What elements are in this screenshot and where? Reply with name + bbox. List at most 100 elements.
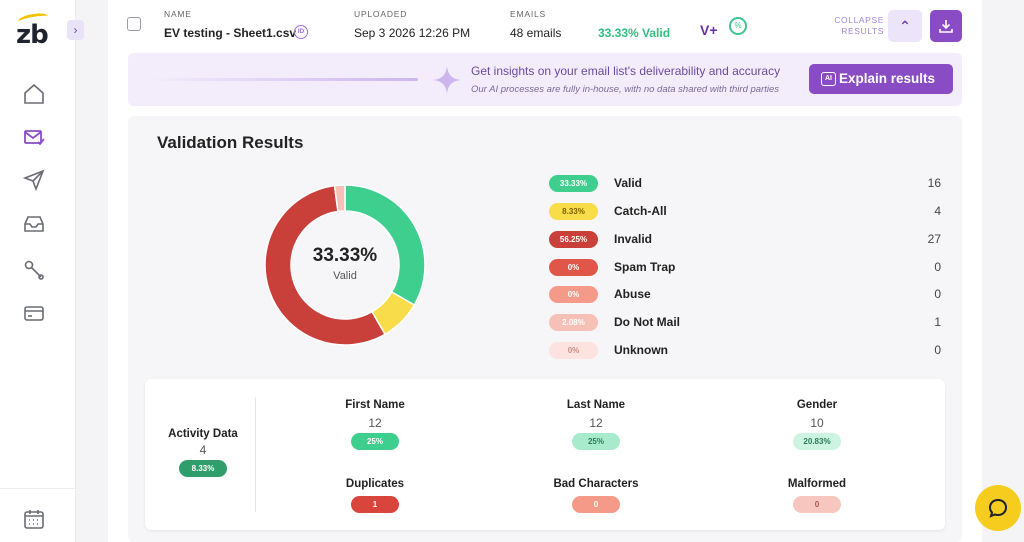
activity-stat-value: 12	[368, 416, 382, 430]
activity-stat-value: 12	[589, 416, 603, 430]
legend-category-name: Do Not Mail	[614, 315, 680, 329]
ai-insights-bar: Get insights on your email list's delive…	[128, 53, 962, 106]
chat-icon	[988, 498, 1008, 518]
mail-check-icon[interactable]	[22, 125, 46, 149]
activity-data-card: Activity Data 4 8.33% First Name 12 25% Las…	[145, 379, 945, 530]
legend-category-name: Invalid	[614, 232, 653, 246]
activity-data-label: Activity Data	[168, 428, 238, 440]
file-name: EV testing - Sheet1.csv	[164, 26, 297, 40]
legend-category-name: Spam Trap	[614, 260, 676, 274]
activity-stat-name: Malformed	[787, 478, 847, 490]
activity-data-value: 4	[199, 443, 207, 457]
legend-category-name: Catch-All	[614, 204, 667, 218]
calendar-icon[interactable]	[22, 507, 46, 531]
activity-data-pill: 8.33%	[179, 460, 227, 477]
legend-category-name: Abuse	[614, 287, 651, 301]
legend-row: 56.25% Invalid 27	[549, 229, 949, 249]
legend-count: 27	[927, 232, 941, 246]
donut-center-percentage: 33.33%	[312, 245, 378, 266]
sparkle-icon	[433, 66, 461, 94]
insights-subtext: Our AI processes are fully in-house, wit…	[471, 84, 780, 95]
legend-percentage-pill: 0%	[549, 286, 598, 303]
emails-column-label: EMAILS	[510, 9, 546, 19]
legend-count: 0	[934, 260, 941, 274]
legend-count: 1	[934, 315, 941, 329]
legend-row: 8.33% Catch-All 4	[549, 201, 949, 221]
legend-row: 0% Abuse 0	[549, 284, 949, 304]
activity-stat-name: Last Name	[566, 399, 626, 411]
activity-stat: Duplicates 1	[305, 478, 445, 513]
uploaded-date: Sep 3 2026 12:26 PM	[354, 26, 471, 40]
activity-stat-name: Duplicates	[345, 478, 405, 490]
main-content: NAME EV testing - Sheet1.csv ID UPLOADED…	[108, 0, 982, 542]
credit-card-icon[interactable]	[22, 301, 46, 325]
legend-count: 4	[934, 204, 941, 218]
percent-badge-icon[interactable]: %	[729, 17, 747, 35]
legend-count: 16	[927, 176, 941, 190]
explain-results-label: Explain results	[839, 71, 936, 86]
file-id-badge[interactable]: ID	[294, 25, 308, 39]
right-gutter	[982, 0, 1024, 542]
activity-stat-pill: 25%	[572, 433, 620, 450]
activity-stat: Last Name 12 25%	[526, 399, 666, 450]
legend-percentage-pill: 8.33%	[549, 203, 598, 220]
uploaded-column-label: UPLOADED	[354, 9, 408, 19]
insights-headline: Get insights on your email list's delive…	[471, 64, 781, 78]
legend-count: 0	[934, 343, 941, 357]
donut-slice-invalid	[264, 184, 387, 346]
ai-icon: AI	[821, 72, 836, 86]
activity-stat-name: Gender	[796, 399, 838, 411]
select-file-checkbox[interactable]	[127, 17, 141, 31]
email-count: 48 emails	[510, 26, 562, 40]
activity-stat: Bad Characters 0	[526, 478, 666, 513]
download-button[interactable]	[930, 10, 962, 42]
inbox-icon[interactable]	[22, 212, 46, 236]
valid-percentage: 33.33% Valid	[598, 26, 671, 40]
activity-stat-pill: 0	[572, 496, 620, 513]
legend-percentage-pill: 33.33%	[549, 175, 598, 192]
name-column-label: NAME	[164, 9, 192, 19]
activity-stat: Malformed 0	[747, 478, 887, 513]
donut-slice-do-not-mail	[333, 184, 346, 213]
activity-stat: Gender 10 20.83%	[747, 399, 887, 450]
activity-stat: First Name 12 25%	[305, 399, 445, 450]
legend-count: 0	[934, 287, 941, 301]
home-icon[interactable]	[22, 82, 46, 106]
sidebar-divider	[0, 488, 76, 489]
legend-percentage-pill: 56.25%	[549, 231, 598, 248]
activity-stat-name: First Name	[345, 399, 405, 411]
wrench-icon[interactable]	[22, 258, 46, 282]
vplus-icon[interactable]: V+	[700, 22, 718, 38]
chat-support-button[interactable]	[975, 485, 1021, 531]
activity-stat-pill: 25%	[351, 433, 399, 450]
donut-center-label: Valid	[333, 270, 357, 282]
sidebar: zb ›	[0, 0, 84, 542]
download-icon	[939, 20, 953, 33]
legend-category-name: Valid	[614, 176, 643, 190]
legend-category-name: Unknown	[614, 343, 668, 357]
activity-divider	[255, 397, 256, 512]
send-icon[interactable]	[22, 168, 46, 192]
activity-data-stat: Activity Data 4 8.33%	[133, 428, 273, 477]
activity-stat-pill: 0	[793, 496, 841, 513]
legend-row: 0% Unknown 0	[549, 340, 949, 360]
activity-stat-pill: 1	[351, 496, 399, 513]
legend-row: 0% Spam Trap 0	[549, 257, 949, 277]
insights-decorative-line	[146, 78, 418, 81]
file-row: NAME EV testing - Sheet1.csv ID UPLOADED…	[108, 0, 982, 50]
results-title: Validation Results	[157, 133, 304, 152]
legend-row: 33.33% Valid 16	[549, 173, 949, 193]
validation-results-panel: Validation Results 33.33% Valid 33.33% Va…	[128, 116, 962, 542]
legend-percentage-pill: 0%	[549, 342, 598, 359]
legend-percentage-pill: 2.08%	[549, 314, 598, 331]
activity-stat-value: 10	[810, 416, 824, 430]
explain-results-button[interactable]: AI Explain results	[809, 64, 953, 94]
legend-percentage-pill: 0%	[549, 259, 598, 276]
activity-stat-name: Bad Characters	[553, 478, 639, 490]
logo: zb	[16, 20, 49, 50]
results-donut-chart	[264, 184, 426, 346]
expand-sidebar-button[interactable]: ›	[67, 20, 84, 40]
collapse-results-button[interactable]: ⌃	[888, 10, 922, 42]
legend-row: 2.08% Do Not Mail 1	[549, 312, 949, 332]
collapse-results-label[interactable]: COLLAPSE RESULTS	[834, 15, 884, 36]
